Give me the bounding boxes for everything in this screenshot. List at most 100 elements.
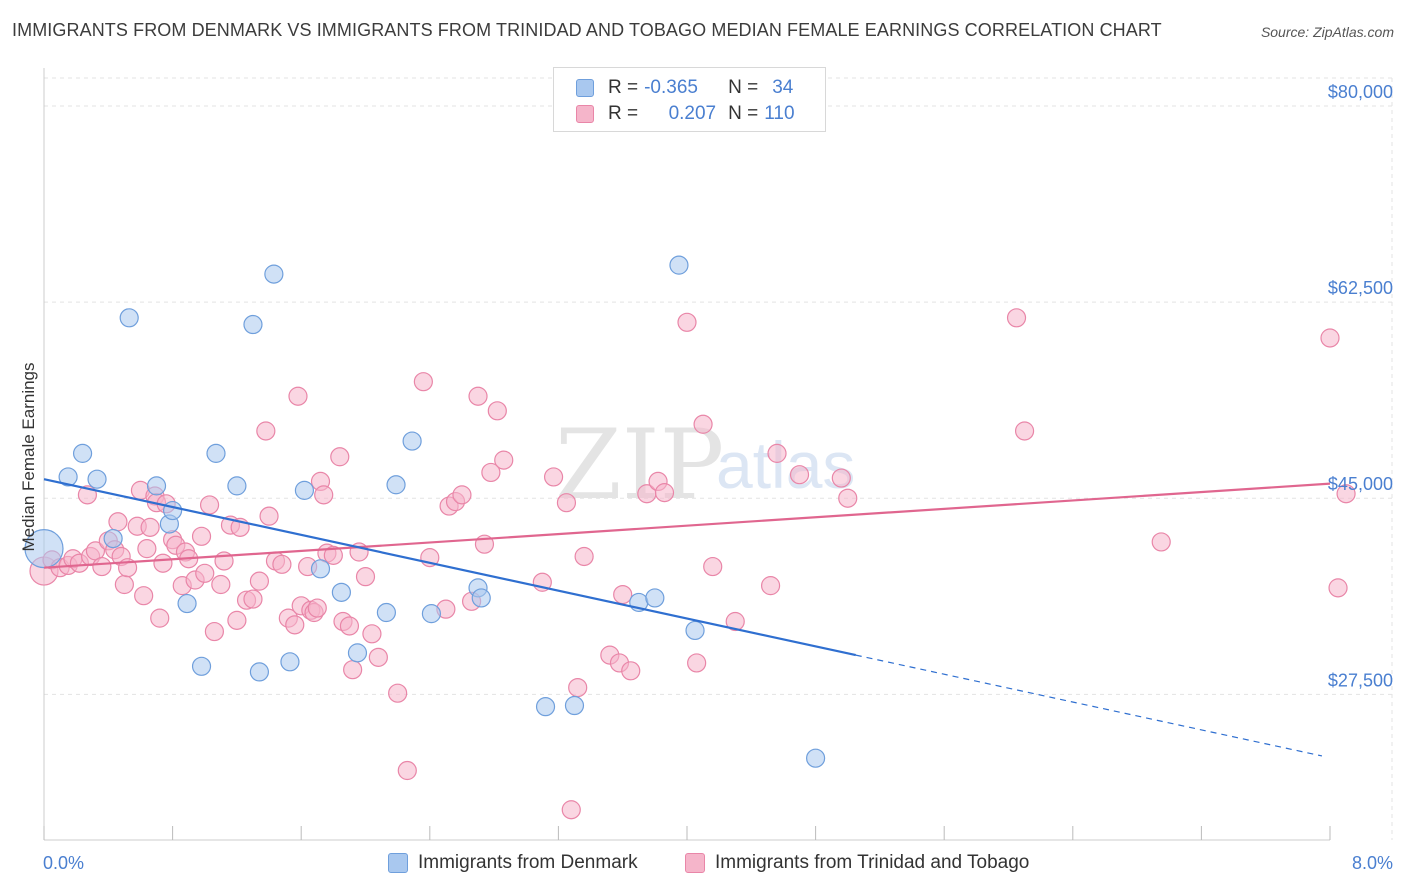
point-denmark xyxy=(58,467,78,487)
point-trinidad xyxy=(140,517,160,537)
bottom-legend-trinidad: Immigrants from Trinidad and Tobago xyxy=(685,852,1029,874)
point-trinidad xyxy=(199,495,220,515)
point-denmark xyxy=(146,476,167,496)
point-denmark xyxy=(376,602,396,623)
legend-row-denmark: R = -0.365 N = 34 xyxy=(576,76,793,100)
point-denmark xyxy=(177,593,197,614)
point-trinidad xyxy=(621,661,641,681)
point-trinidad xyxy=(481,462,501,483)
point-trinidad xyxy=(556,493,577,513)
point-trinidad xyxy=(413,372,433,392)
point-trinidad xyxy=(114,574,134,595)
point-trinidad xyxy=(285,615,305,635)
point-denmark xyxy=(347,643,368,663)
legend-n-label: N = xyxy=(728,77,759,98)
point-trinidad xyxy=(1320,328,1340,348)
point-trinidad xyxy=(134,586,154,606)
point-trinidad xyxy=(314,485,334,505)
point-trinidad xyxy=(204,621,224,642)
point-denmark xyxy=(645,588,665,608)
point-denmark xyxy=(535,697,556,717)
point-trinidad xyxy=(355,567,376,587)
legend-r-value: -0.365 xyxy=(644,77,698,98)
point-trinidad xyxy=(494,450,514,470)
point-trinidad xyxy=(108,512,128,532)
point-trinidad xyxy=(211,574,231,595)
point-trinidad xyxy=(1006,308,1027,328)
point-denmark xyxy=(264,264,284,284)
point-denmark xyxy=(72,443,93,463)
point-trinidad xyxy=(543,467,564,487)
point-trinidad xyxy=(307,598,327,618)
bottom-legend-label-denmark: Immigrants from Denmark xyxy=(418,852,638,873)
y-tick-label: $27,500 xyxy=(1328,670,1393,690)
point-denmark xyxy=(280,652,300,672)
point-trinidad xyxy=(397,760,417,781)
legend-swatch-blue xyxy=(576,79,594,97)
point-denmark xyxy=(163,500,183,521)
point-trinidad xyxy=(693,414,713,434)
point-trinidad xyxy=(725,611,745,632)
point-denmark xyxy=(669,255,689,275)
point-trinidad xyxy=(388,683,408,703)
legend-n-label: N = xyxy=(728,103,759,124)
point-denmark xyxy=(331,582,351,602)
point-trinidad xyxy=(561,800,581,820)
point-trinidad xyxy=(256,421,276,441)
point-trinidad xyxy=(760,576,781,596)
point-denmark xyxy=(685,620,705,641)
legend-swatch-pink xyxy=(576,105,594,123)
y-tick-label: $45,000 xyxy=(1328,474,1393,494)
point-trinidad xyxy=(1014,421,1035,441)
point-trinidad xyxy=(1151,532,1171,552)
point-denmark xyxy=(294,480,315,500)
point-trinidad xyxy=(362,624,382,644)
point-trinidad xyxy=(677,312,697,332)
point-trinidad xyxy=(195,563,215,583)
point-denmark xyxy=(103,528,123,549)
correlation-legend: R = -0.365 N = 34 R = 0.207 N = 110 xyxy=(553,67,826,132)
point-denmark xyxy=(421,604,442,624)
point-denmark xyxy=(310,559,331,579)
chart-source: Source: ZipAtlas.com xyxy=(1260,24,1394,40)
x-min-label: 0.0% xyxy=(43,853,84,873)
bottom-legend-swatch-blue xyxy=(388,853,408,873)
bottom-legend-denmark: Immigrants from Denmark xyxy=(388,852,638,874)
trend-line-denmark xyxy=(43,478,857,657)
point-trinidad xyxy=(323,545,343,565)
point-trinidad xyxy=(687,653,707,673)
point-trinidad xyxy=(613,584,633,605)
legend-row-trinidad: R = 0.207 N = 110 xyxy=(576,102,795,126)
point-denmark xyxy=(227,476,247,496)
point-denmark xyxy=(206,443,226,463)
point-trinidad xyxy=(574,546,594,567)
point-trinidad xyxy=(92,556,112,577)
point-denmark xyxy=(119,308,139,328)
point-trinidad xyxy=(227,610,247,630)
point-trinidad xyxy=(272,554,292,574)
y-tick-label: $62,500 xyxy=(1328,278,1393,298)
point-trinidad xyxy=(568,677,588,698)
point-trinidad xyxy=(249,571,270,591)
point-trinidad xyxy=(150,608,170,628)
legend-r-label: R = xyxy=(608,103,639,124)
point-trinidad xyxy=(1328,578,1348,598)
point-trinidad xyxy=(330,447,350,467)
point-trinidad xyxy=(368,647,388,667)
y-axis-label: Median Female Earnings xyxy=(19,363,38,552)
point-denmark xyxy=(471,588,491,608)
legend-n-value: 34 xyxy=(772,77,794,98)
point-trinidad xyxy=(703,556,723,577)
x-max-label: 8.0% xyxy=(1352,853,1393,873)
point-trinidad xyxy=(288,386,308,406)
point-denmark xyxy=(191,656,212,676)
point-trinidad xyxy=(339,616,360,636)
point-denmark xyxy=(564,695,585,716)
point-trinidad xyxy=(654,483,675,503)
point-trinidad xyxy=(468,386,488,406)
trend-line-trinidad xyxy=(43,482,1331,569)
point-denmark xyxy=(386,475,406,495)
point-denmark xyxy=(805,748,826,768)
watermark-atlas: atlas xyxy=(716,428,855,502)
